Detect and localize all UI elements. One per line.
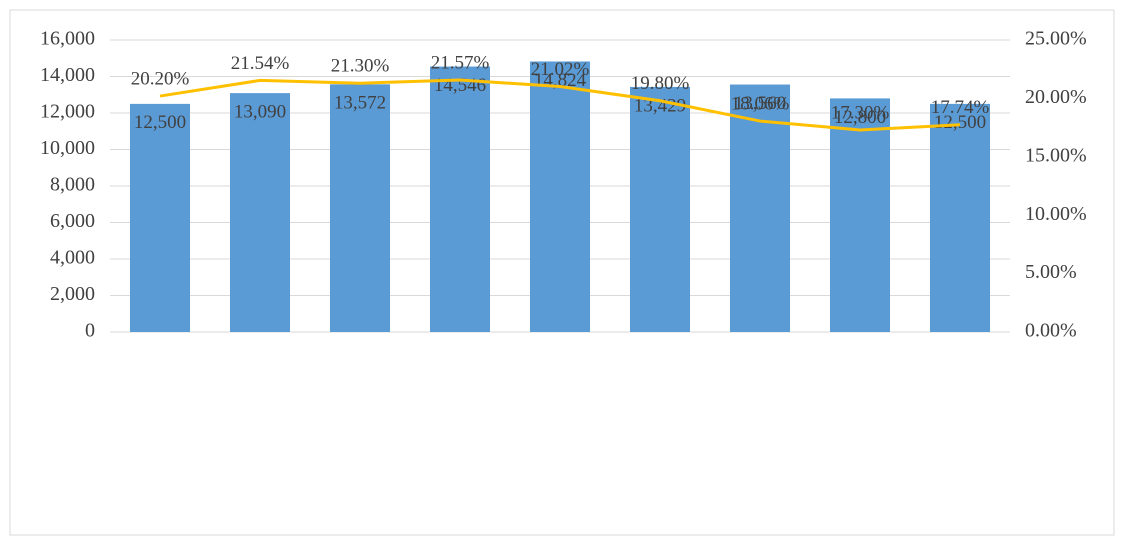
bar-value-label: 12,800 bbox=[834, 107, 886, 128]
y2-tick-label: 25.00% bbox=[1025, 28, 1087, 50]
y-tick-label: 2,000 bbox=[50, 283, 95, 305]
y2-tick-label: 5.00% bbox=[1025, 261, 1077, 283]
bar bbox=[530, 61, 590, 332]
bar bbox=[330, 84, 390, 332]
y2-tick-label: 20.00% bbox=[1025, 86, 1087, 108]
bar bbox=[130, 103, 190, 332]
y2-tick-label: 10.00% bbox=[1025, 203, 1087, 225]
y-tick-label: 8,000 bbox=[50, 174, 95, 196]
line-value-label: 21.54% bbox=[231, 53, 290, 74]
bar bbox=[430, 66, 490, 333]
y-tick-label: 4,000 bbox=[50, 247, 95, 269]
line-value-label: 17.30% bbox=[831, 102, 890, 123]
y-tick-label: 6,000 bbox=[50, 210, 95, 232]
y2-tick-label: 0.00% bbox=[1025, 320, 1077, 342]
line-value-label: 21.57% bbox=[431, 52, 490, 73]
line-value-label: 21.02% bbox=[531, 59, 590, 80]
line-value-label: 18.06% bbox=[731, 93, 790, 114]
bar bbox=[830, 98, 890, 333]
y-tick-label: 12,000 bbox=[40, 101, 95, 123]
y-tick-label: 16,000 bbox=[40, 28, 95, 50]
bar-value-label: 13,429 bbox=[634, 95, 686, 116]
bar-value-label: 12,500 bbox=[934, 112, 986, 133]
y2-tick-label: 15.00% bbox=[1025, 144, 1087, 166]
line-value-label: 21.30% bbox=[331, 56, 390, 77]
bar bbox=[630, 86, 690, 333]
bar bbox=[930, 103, 990, 332]
y-tick-label: 10,000 bbox=[40, 137, 95, 159]
line-value-label: 17.74% bbox=[931, 97, 990, 118]
line bbox=[159, 78, 961, 132]
line-value-label: 20.20% bbox=[131, 68, 190, 89]
bar-value-label: 12,500 bbox=[134, 112, 186, 133]
y-tick-label: 14,000 bbox=[40, 64, 95, 86]
bar-value-label: 13,090 bbox=[234, 101, 286, 122]
bar bbox=[730, 84, 790, 332]
bar-value-label: 13,560 bbox=[734, 93, 786, 114]
bar-value-label: 14,546 bbox=[434, 75, 486, 96]
bar-value-label: 13,572 bbox=[334, 93, 386, 114]
y-tick-label: 0 bbox=[85, 320, 95, 342]
line-value-label: 19.80% bbox=[631, 73, 690, 94]
bar bbox=[230, 93, 290, 332]
